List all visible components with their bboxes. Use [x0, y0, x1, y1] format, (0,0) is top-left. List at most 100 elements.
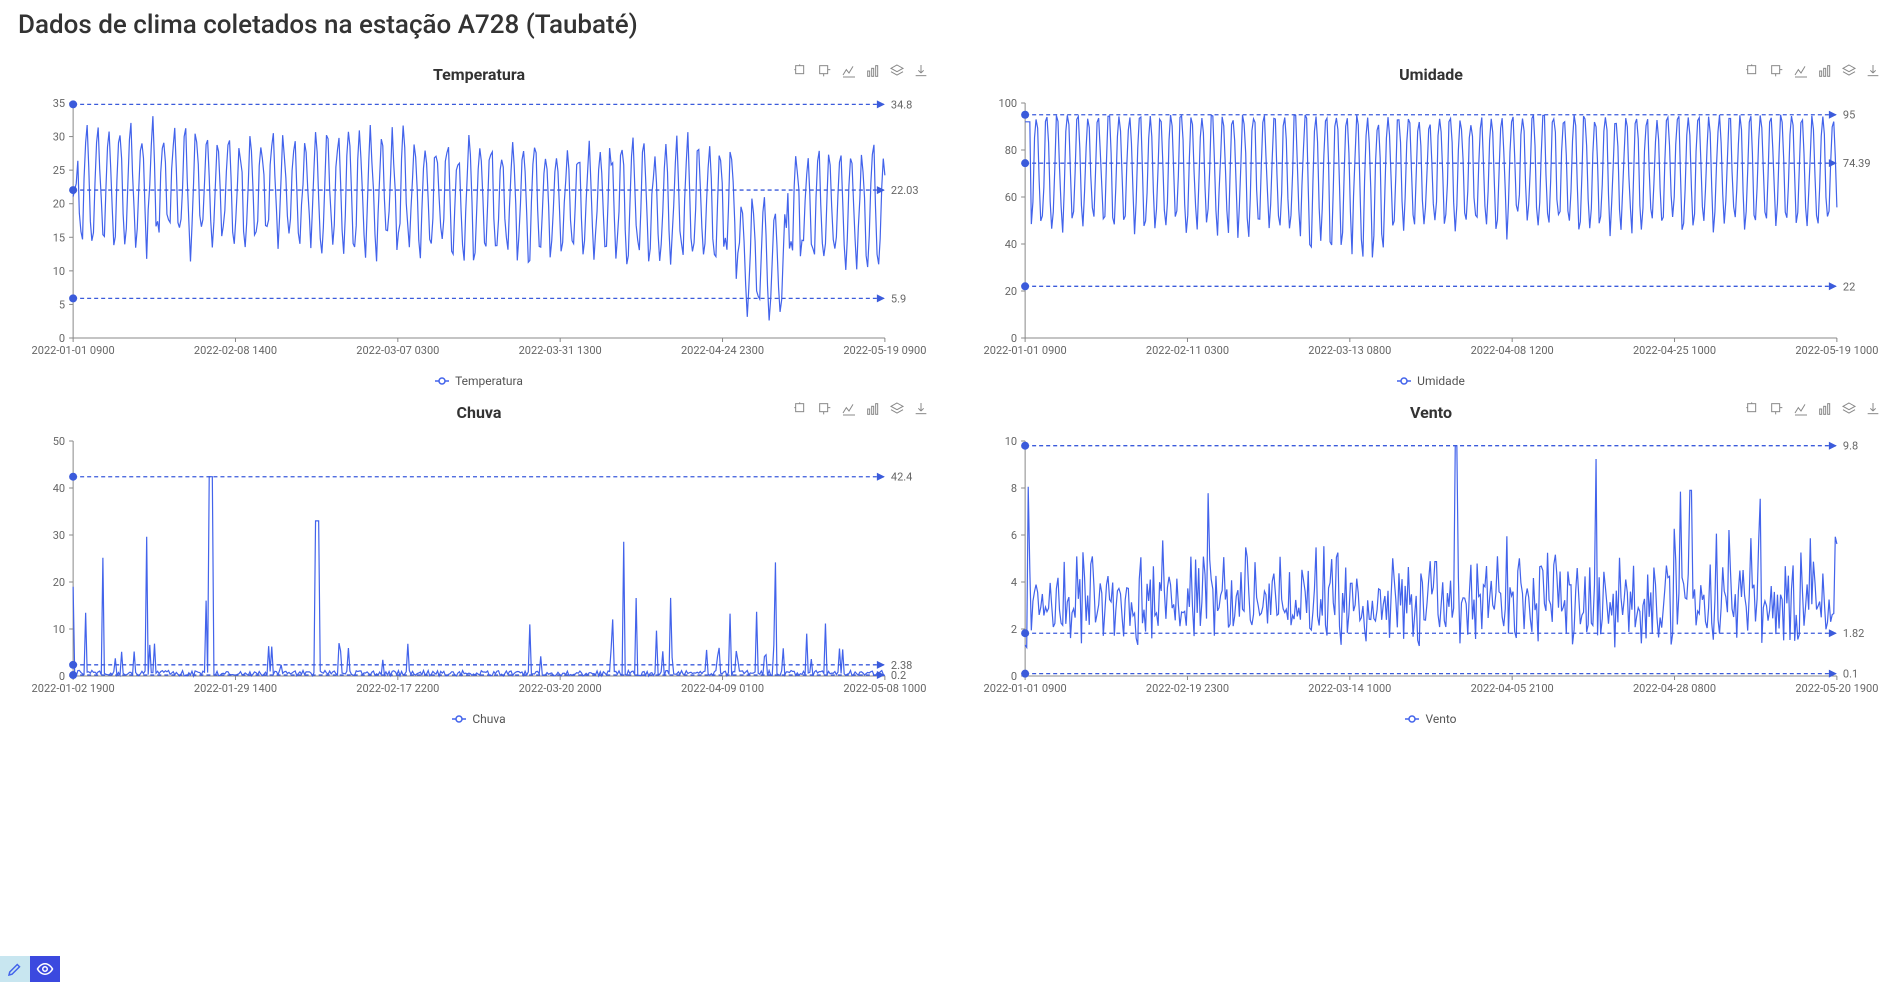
chart-legend[interactable]: Vento	[970, 712, 1892, 726]
svg-text:10: 10	[53, 265, 65, 278]
svg-text:2022-03-20 2000: 2022-03-20 2000	[519, 682, 602, 695]
svg-text:40: 40	[53, 482, 65, 495]
stack-icon[interactable]	[888, 62, 906, 80]
legend-label: Temperatura	[455, 374, 523, 388]
svg-text:6: 6	[1011, 529, 1017, 542]
line-chart-icon[interactable]	[1792, 400, 1810, 418]
chart-legend[interactable]: Chuva	[18, 712, 940, 726]
svg-text:2022-05-08 1000: 2022-05-08 1000	[843, 682, 926, 695]
eye-icon[interactable]	[30, 956, 60, 982]
chart-toolbar	[1744, 400, 1882, 418]
chart-title: Chuva	[457, 403, 502, 422]
svg-text:2022-04-24 2300: 2022-04-24 2300	[681, 344, 764, 357]
zoom-out-icon[interactable]	[816, 400, 834, 418]
svg-text:25: 25	[53, 164, 65, 177]
legend-label: Vento	[1425, 712, 1456, 726]
pencil-icon[interactable]	[0, 956, 30, 982]
svg-text:40: 40	[1005, 238, 1017, 251]
legend-label: Chuva	[472, 712, 505, 726]
chart-vento: Vento 0246810 2022-01-01 09002022-02-19 …	[970, 398, 1892, 726]
chart-plot-area[interactable]: 0246810 2022-01-01 09002022-02-19 230020…	[970, 426, 1892, 706]
zoom-in-icon[interactable]	[792, 62, 810, 80]
svg-text:2022-01-01 0900: 2022-01-01 0900	[984, 682, 1067, 695]
svg-text:2022-04-09 0100: 2022-04-09 0100	[681, 682, 764, 695]
chart-title: Umidade	[1399, 65, 1463, 84]
svg-text:30: 30	[53, 131, 65, 144]
svg-text:20: 20	[53, 198, 65, 211]
chart-legend[interactable]: Temperatura	[18, 374, 940, 388]
svg-text:2022-04-25 1000: 2022-04-25 1000	[1633, 344, 1716, 357]
svg-text:80: 80	[1005, 144, 1017, 157]
svg-text:2022-02-08 1400: 2022-02-08 1400	[194, 344, 277, 357]
svg-text:5: 5	[59, 298, 65, 311]
svg-text:2022-05-19 0900: 2022-05-19 0900	[843, 344, 926, 357]
svg-text:42.4: 42.4	[891, 471, 912, 484]
download-icon[interactable]	[1864, 400, 1882, 418]
svg-text:22: 22	[1843, 280, 1855, 293]
svg-text:30: 30	[53, 529, 65, 542]
zoom-in-icon[interactable]	[792, 400, 810, 418]
line-chart-icon[interactable]	[1792, 62, 1810, 80]
svg-text:2022-04-08 1200: 2022-04-08 1200	[1471, 344, 1554, 357]
svg-text:2022-02-19 2300: 2022-02-19 2300	[1146, 682, 1229, 695]
svg-text:34.8: 34.8	[891, 98, 912, 111]
download-icon[interactable]	[912, 62, 930, 80]
stack-icon[interactable]	[1840, 400, 1858, 418]
svg-text:74.39: 74.39	[1843, 157, 1871, 170]
chart-plot-area[interactable]: 05101520253035 2022-01-01 09002022-02-08…	[18, 88, 940, 368]
svg-text:4: 4	[1011, 576, 1017, 589]
svg-text:2022-01-29 1400: 2022-01-29 1400	[194, 682, 277, 695]
legend-marker-icon	[435, 374, 449, 388]
svg-text:2022-04-28 0800: 2022-04-28 0800	[1633, 682, 1716, 695]
chart-title: Vento	[1410, 403, 1452, 422]
zoom-out-icon[interactable]	[816, 62, 834, 80]
svg-text:2022-03-14 1000: 2022-03-14 1000	[1308, 682, 1391, 695]
svg-text:0.1: 0.1	[1843, 668, 1858, 681]
chart-toolbar	[792, 62, 930, 80]
svg-text:60: 60	[1005, 191, 1017, 204]
bar-chart-icon[interactable]	[864, 62, 882, 80]
svg-text:15: 15	[53, 231, 65, 244]
download-icon[interactable]	[1864, 62, 1882, 80]
svg-text:2022-04-05 2100: 2022-04-05 2100	[1471, 682, 1554, 695]
line-chart-icon[interactable]	[840, 400, 858, 418]
chart-legend[interactable]: Umidade	[970, 374, 1892, 388]
stack-icon[interactable]	[888, 400, 906, 418]
bar-chart-icon[interactable]	[1816, 62, 1834, 80]
zoom-out-icon[interactable]	[1768, 62, 1786, 80]
svg-text:9.8: 9.8	[1843, 440, 1858, 453]
chart-temperatura: Temperatura 05101520253035 2022-01-01 09…	[18, 60, 940, 388]
svg-text:100: 100	[999, 97, 1018, 110]
bar-chart-icon[interactable]	[864, 400, 882, 418]
zoom-in-icon[interactable]	[1744, 400, 1762, 418]
svg-text:8: 8	[1011, 482, 1017, 495]
svg-text:5.9: 5.9	[891, 292, 906, 305]
svg-text:22.03: 22.03	[891, 184, 919, 197]
chart-title: Temperatura	[433, 65, 525, 84]
line-chart-icon[interactable]	[840, 62, 858, 80]
legend-label: Umidade	[1417, 374, 1465, 388]
svg-text:2022-01-02 1900: 2022-01-02 1900	[32, 682, 115, 695]
download-icon[interactable]	[912, 400, 930, 418]
svg-text:2022-03-07 0300: 2022-03-07 0300	[356, 344, 439, 357]
zoom-in-icon[interactable]	[1744, 62, 1762, 80]
svg-text:2022-02-17 2200: 2022-02-17 2200	[356, 682, 439, 695]
stack-icon[interactable]	[1840, 62, 1858, 80]
svg-text:2022-02-11 0300: 2022-02-11 0300	[1146, 344, 1229, 357]
applet-badges	[0, 956, 60, 982]
page-title: Dados de clima coletados na estação A728…	[18, 10, 1892, 40]
zoom-out-icon[interactable]	[1768, 400, 1786, 418]
legend-marker-icon	[452, 712, 466, 726]
chart-plot-area[interactable]: 01020304050 2022-01-02 19002022-01-29 14…	[18, 426, 940, 706]
svg-text:2022-05-20 1900: 2022-05-20 1900	[1795, 682, 1878, 695]
legend-marker-icon	[1397, 374, 1411, 388]
svg-text:20: 20	[1005, 285, 1017, 298]
charts-grid: Temperatura 05101520253035 2022-01-01 09…	[18, 60, 1892, 726]
bar-chart-icon[interactable]	[1816, 400, 1834, 418]
svg-text:35: 35	[53, 97, 65, 110]
svg-text:2: 2	[1011, 623, 1017, 636]
chart-plot-area[interactable]: 020406080100 2022-01-01 09002022-02-11 0…	[970, 88, 1892, 368]
svg-text:1.82: 1.82	[1843, 627, 1864, 640]
svg-text:0.2: 0.2	[891, 669, 906, 682]
svg-text:20: 20	[53, 576, 65, 589]
